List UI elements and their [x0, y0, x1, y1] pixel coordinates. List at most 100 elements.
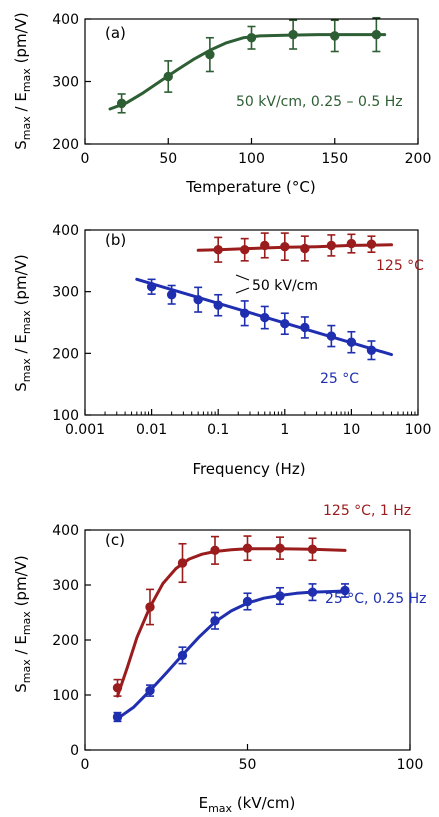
panel-a-marks [108, 16, 387, 114]
panel-a-annotation: 50 kV/cm, 0.25 – 0.5 Hz [236, 94, 403, 110]
data-point [260, 240, 270, 251]
data-point [240, 245, 250, 255]
ylabel-s: S [12, 140, 30, 150]
data-point [166, 290, 177, 300]
data-point [112, 712, 123, 722]
data-point [346, 337, 357, 347]
fit-line-0 [116, 547, 347, 698]
fit-line-0 [196, 243, 393, 252]
data-point [177, 558, 188, 568]
y-tick-label: 100 [52, 408, 79, 424]
data-point [242, 596, 253, 607]
panel-a-axes: 200 300 400 0 50 100 150 200 [52, 12, 431, 167]
x-tick-label: 0 [81, 151, 90, 167]
data-point [177, 650, 188, 661]
x-tick-label: 200 [405, 151, 432, 167]
xlabel-e: E [199, 794, 208, 812]
panel-a: 200 300 400 0 50 100 150 200 (a) 50 kV/cm, 0.25… [12, 12, 431, 196]
data-point [300, 243, 310, 254]
panel-b-annotation-leader-lower [235, 287, 250, 294]
xlabel-sub-max: max [208, 802, 232, 815]
panel-c-x-axis-label: Emax (kV/cm) [199, 794, 296, 815]
panel-b-annotation-125: 125 °C [376, 258, 424, 274]
ylabel-sub-max: max [20, 116, 33, 140]
data-point [280, 241, 290, 252]
x-tick-label: 0 [81, 757, 90, 773]
data-point [307, 587, 318, 597]
y-tick-label: 400 [52, 12, 79, 28]
panel-b-axes: 100 200 300 400 0.001 0.01 0.1 1 10 100 [52, 223, 431, 438]
data-point [240, 308, 250, 318]
x-tick-label: 0.01 [136, 422, 167, 438]
fit-line-1 [116, 589, 347, 721]
x-tick-label: 100 [238, 151, 265, 167]
x-tick-label: 100 [397, 757, 424, 773]
data-point [205, 49, 215, 60]
data-point [366, 345, 377, 355]
data-point [366, 239, 377, 249]
panel-b-annotation-leader-upper [235, 274, 250, 281]
plot-frame [84, 229, 419, 416]
panel-a-label: (a) [105, 24, 126, 42]
plot-frame [84, 529, 411, 751]
ylabel-unit: (pm/V) [12, 254, 30, 310]
panel-a-x-axis-label: Temperature (°C) [185, 178, 315, 196]
x-tick-label: 100 [405, 422, 432, 438]
y-tick-label: 300 [52, 75, 79, 91]
data-point [213, 245, 223, 255]
fit-line-0 [108, 33, 387, 111]
panel-c-annotation-25: 25 °C, 0.25 Hz [325, 591, 426, 607]
data-point [210, 545, 220, 556]
ylabel-unit: (pm/V) [12, 12, 30, 68]
ylabel-s: S [12, 683, 30, 693]
y-tick-label: 200 [52, 137, 79, 153]
y-tick-label: 100 [52, 688, 79, 704]
data-point [280, 319, 290, 329]
ylabel-sub-max-2: max [20, 310, 33, 334]
xlabel-unit: (kV/cm) [232, 794, 295, 812]
x-tick-label: 0.1 [207, 422, 229, 438]
data-point [330, 31, 340, 41]
y-tick-label: 400 [52, 223, 79, 239]
ylabel-sub-max: max [20, 659, 33, 683]
data-point [275, 543, 285, 553]
x-tick-label: 1 [280, 422, 289, 438]
data-point [346, 238, 357, 249]
data-point [326, 240, 337, 251]
x-tick-label: 150 [321, 151, 348, 167]
panel-b-annotation-50kv: 50 kV/cm [252, 278, 318, 294]
panel-c-annotation-125: 125 °C, 1 Hz [323, 503, 411, 519]
panel-b-x-axis-label: Frequency (Hz) [192, 460, 305, 478]
panel-b-marks [135, 232, 393, 361]
x-tick-label: 50 [159, 151, 177, 167]
data-point [326, 331, 337, 341]
panel-b-annotation-25: 25 °C [320, 371, 359, 387]
data-point [210, 616, 220, 626]
panel-b-label: (b) [105, 231, 126, 249]
panel-c-axes: 0 100 200 300 400 0 50 100 [52, 523, 423, 773]
data-point [112, 683, 123, 693]
panel-c-y-axis-label: Smax / Emax (pm/V) [12, 555, 33, 692]
data-point [275, 591, 285, 601]
panel-c: 0 100 200 300 400 0 50 100 (c) 125 °C, 1 Hz 25 … [12, 503, 426, 815]
ylabel-divider-e: / E [12, 92, 30, 116]
data-point [288, 29, 298, 40]
ylabel-sub-max-2: max [20, 68, 33, 92]
panel-a-y-axis-label: Smax / Emax (pm/V) [12, 12, 33, 149]
y-tick-label: 300 [52, 578, 79, 594]
ylabel-sub-max: max [20, 358, 33, 382]
data-point [145, 602, 155, 612]
ylabel-unit: (pm/V) [12, 555, 30, 611]
data-point [213, 300, 223, 310]
x-tick-label: 50 [239, 757, 257, 773]
data-point [307, 544, 318, 554]
data-point [340, 585, 350, 596]
panel-c-marks [112, 535, 350, 723]
y-tick-label: 200 [52, 633, 79, 649]
data-point [145, 685, 155, 696]
y-tick-label: 300 [52, 285, 79, 301]
data-point [246, 33, 257, 43]
panel-b: 100 200 300 400 0.001 0.01 0.1 1 10 100 (b) 125 °… [12, 223, 431, 478]
y-tick-label: 200 [52, 346, 79, 362]
